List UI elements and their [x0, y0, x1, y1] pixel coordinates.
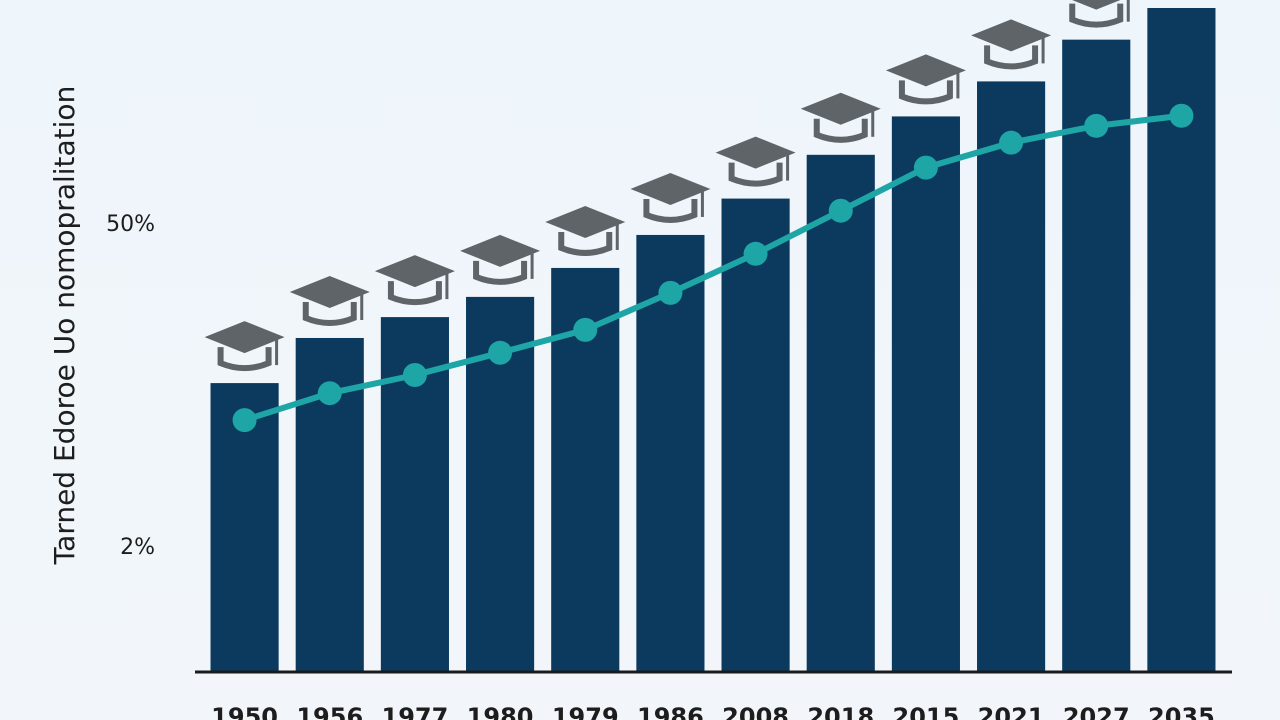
- bar: [977, 81, 1046, 673]
- cap-base: [898, 80, 953, 105]
- x-tick-label: 2021: [978, 703, 1045, 720]
- point: [232, 408, 257, 433]
- cap-base: [728, 162, 783, 187]
- cap-base: [984, 45, 1039, 70]
- cap-board: [460, 234, 541, 267]
- cap-board: [204, 321, 285, 354]
- bar: [636, 234, 705, 672]
- point: [913, 155, 938, 180]
- cap-icon: [885, 54, 966, 105]
- bar: [1062, 39, 1131, 672]
- x-tick-label: 2035: [1148, 703, 1215, 720]
- cap-base: [643, 198, 698, 223]
- bar: [891, 116, 960, 673]
- point: [658, 280, 683, 305]
- point: [488, 340, 513, 365]
- cap-base: [813, 118, 868, 143]
- x-tick-label: 1950: [211, 703, 278, 720]
- x-tick-label: 2015: [893, 703, 960, 720]
- cap-icon: [460, 234, 541, 285]
- bar: [721, 198, 790, 672]
- y-tick-label: 50%: [106, 212, 155, 237]
- cap-base: [302, 301, 357, 326]
- x-tick-label: 1979: [552, 703, 619, 720]
- cap-icon: [545, 205, 626, 256]
- x-tick-label: 2008: [722, 703, 789, 720]
- cap-icon: [374, 255, 455, 306]
- cap-board: [971, 19, 1052, 52]
- cap-icon: [289, 275, 370, 326]
- point: [317, 381, 342, 406]
- cap-icon: [800, 92, 881, 143]
- point: [828, 198, 853, 223]
- cap-board: [1072, 0, 1121, 10]
- cap-board: [715, 136, 796, 169]
- cap-base: [387, 281, 442, 306]
- point: [402, 363, 427, 388]
- x-tick-label: 1977: [382, 703, 449, 720]
- x-tick-label: 2018: [807, 703, 874, 720]
- cap-base: [558, 231, 613, 256]
- bar: [806, 154, 875, 672]
- x-tick-label: 1980: [467, 703, 534, 720]
- cap-board: [885, 54, 966, 87]
- cap-board: [289, 275, 370, 308]
- x-tick-label: 1986: [637, 703, 704, 720]
- x-tick-label: 1956: [296, 703, 363, 720]
- point: [1084, 113, 1109, 138]
- cap-board: [630, 172, 711, 205]
- y-tick-label: 2%: [120, 535, 155, 560]
- cap-base: [1069, 3, 1124, 28]
- cap-icon: [715, 136, 796, 187]
- point: [1169, 103, 1194, 128]
- point: [573, 317, 598, 342]
- cap-board: [545, 205, 626, 238]
- x-tick-label: 2027: [1063, 703, 1130, 720]
- cap-icon: [204, 321, 285, 372]
- y-axis-label: Tarned Edoroe Uo nomopralitation: [48, 86, 81, 566]
- cap-base: [473, 260, 528, 285]
- point: [999, 130, 1024, 155]
- cap-icon: [1069, 0, 1130, 28]
- cap-icon: [971, 19, 1052, 70]
- cap-icon: [630, 172, 711, 223]
- cap-base: [217, 347, 272, 372]
- point: [743, 241, 768, 266]
- cap-board: [374, 255, 455, 288]
- cap-board: [800, 92, 881, 125]
- line: [243, 112, 1182, 423]
